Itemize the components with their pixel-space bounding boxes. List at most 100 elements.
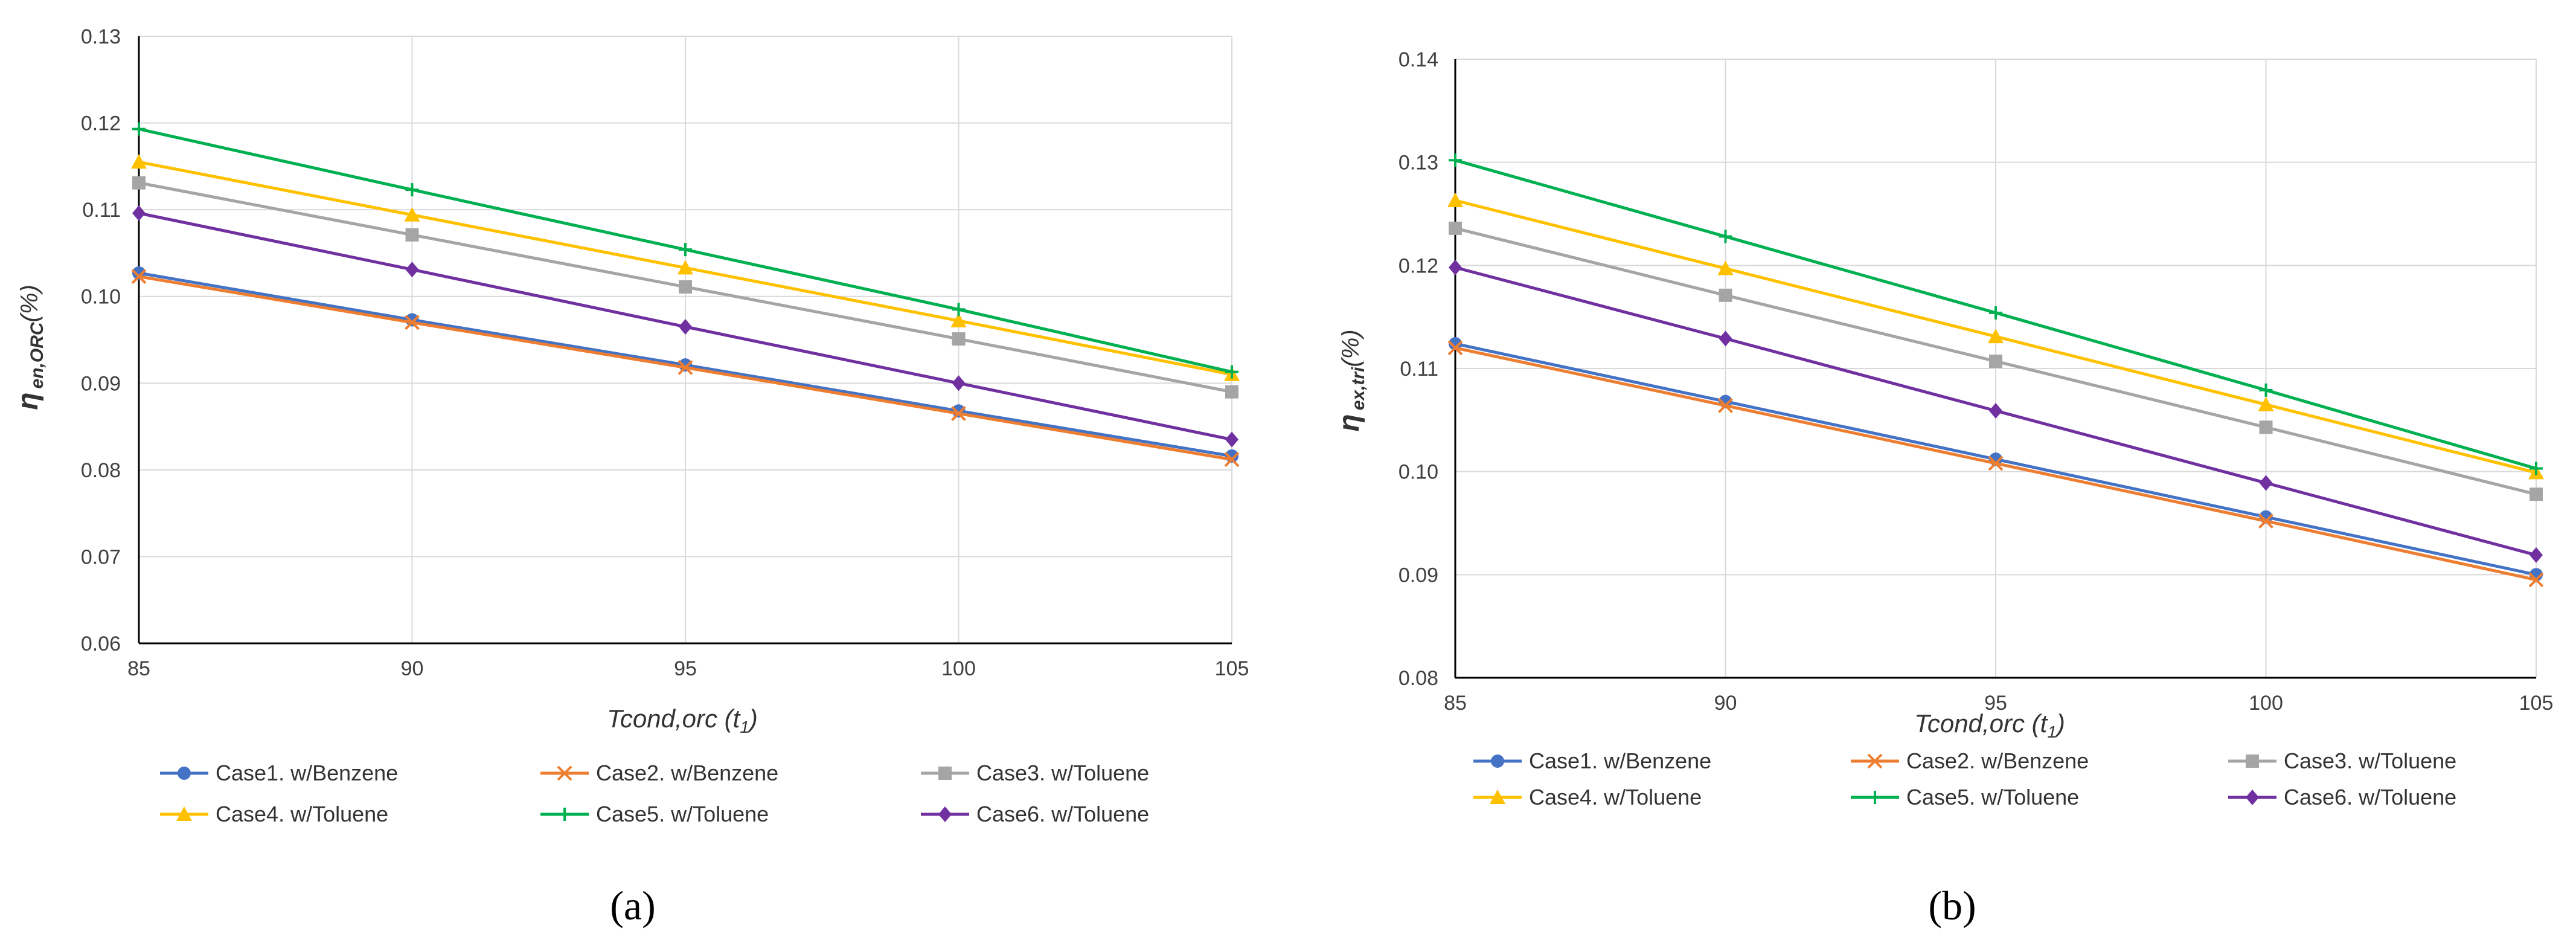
y-tick-label: 0.08	[81, 459, 121, 482]
chart-b-x-axis-label: Tcond,orc (t1)	[1914, 709, 2065, 741]
data-point-case5-w-toluene	[1989, 306, 2002, 320]
chart-a: 0.06 0.07 0.08 0.09 0.10 0.11 0.12 0.13 85 90 95 1…	[12, 25, 1249, 928]
x-tick-label: 95	[674, 657, 697, 680]
data-point-case2-w-benzene	[1988, 455, 2004, 471]
legend-marker	[2246, 754, 2259, 768]
data-point-case6-w-toluene	[132, 205, 146, 221]
legend-item-case3-w-toluene: Case3. w/Toluene	[2228, 748, 2456, 773]
legend-label: Case6. w/Toluene	[976, 802, 1149, 826]
data-point-case2-w-benzene	[2528, 572, 2544, 588]
data-point-case4-w-toluene	[2258, 396, 2274, 411]
data-point-case3-w-toluene	[405, 228, 419, 242]
x-tick-label: 85	[127, 657, 150, 680]
data-point-case5-w-toluene	[679, 243, 692, 257]
y-tick-label: 0.13	[1399, 152, 1438, 175]
data-point-case3-w-toluene	[1719, 288, 1732, 302]
y-tick-label: 0.09	[1399, 564, 1438, 587]
chart-b-y-ticks: 0.08 0.09 0.10 0.11 0.12 0.13 0.14	[1399, 48, 1438, 690]
legend-marker	[2246, 790, 2259, 805]
legend-label: Case5. w/Toluene	[596, 802, 769, 826]
y-tick-label: 0.11	[82, 199, 121, 222]
data-point-case2-w-benzene	[1447, 340, 1463, 356]
chart-b-series	[1447, 153, 2544, 588]
chart-b-x-ticks: 85 90 95 100 105	[1444, 692, 2553, 715]
legend-label: Case3. w/Toluene	[976, 761, 1149, 785]
data-point-case4-w-toluene	[678, 260, 693, 275]
legend-item-case2-w-benzene: Case2. w/Benzene	[1851, 748, 2089, 773]
series-case2-w-benzene	[1447, 340, 2544, 588]
chart-a-y-axis-label: ηen,ORC(%)	[12, 285, 47, 410]
series-case4-w-toluene	[1447, 192, 2544, 480]
chart-a-y-ticks: 0.06 0.07 0.08 0.09 0.10 0.11 0.12 0.13	[81, 25, 121, 655]
y-tick-label: 0.13	[81, 25, 121, 48]
y-tick-label: 0.09	[81, 372, 121, 395]
legend-label: Case4. w/Toluene	[1529, 785, 1702, 809]
data-point-case3-w-toluene	[1989, 355, 2002, 368]
y-tick-label: 0.07	[81, 545, 121, 568]
data-point-case5-w-toluene	[1449, 153, 1462, 167]
chart-b-legend: Case1. w/Benzene Case2. w/Benzene Case3. w…	[1473, 748, 2456, 809]
x-tick-label: 100	[2249, 692, 2283, 715]
legend-marker	[1867, 753, 1883, 769]
chart-b-y-axis-label: ηex,tri(%)	[1333, 329, 1368, 431]
data-point-case6-w-toluene	[1449, 259, 1462, 275]
data-point-case3-w-toluene	[679, 280, 692, 294]
data-point-case6-w-toluene	[2530, 547, 2543, 563]
legend-marker	[558, 808, 571, 821]
chart-a-axes	[138, 36, 1232, 645]
legend-item-case2-w-benzene: Case2. w/Benzene	[540, 761, 778, 785]
x-tick-label: 105	[1215, 657, 1249, 680]
series-case5-w-toluene	[132, 122, 1238, 379]
y-tick-label: 0.08	[1399, 667, 1438, 690]
data-point-case3-w-toluene	[952, 332, 966, 346]
data-point-case4-w-toluene	[404, 207, 420, 222]
data-point-case3-w-toluene	[1449, 221, 1462, 235]
x-tick-label: 95	[1984, 692, 2007, 715]
legend-label: Case2. w/Benzene	[596, 761, 778, 785]
data-point-case5-w-toluene	[2530, 462, 2543, 475]
chart-b-panel-label: (b)	[1928, 883, 1976, 928]
data-point-case2-w-benzene	[2258, 513, 2273, 529]
data-point-case2-w-benzene	[1224, 452, 1240, 468]
legend-label: Case3. w/Toluene	[2284, 748, 2456, 773]
x-tick-label: 85	[1444, 692, 1467, 715]
series-case2-w-benzene	[131, 269, 1240, 468]
legend-item-case5-w-toluene: Case5. w/Toluene	[540, 802, 769, 826]
y-tick-label: 0.12	[1399, 254, 1438, 277]
legend-item-case1-w-benzene: Case1. w/Benzene	[1473, 748, 1711, 773]
data-point-case5-w-toluene	[132, 122, 146, 136]
x-tick-label: 105	[2519, 692, 2554, 715]
series-case6-w-toluene	[132, 205, 1238, 448]
chart-a-legend: Case1. w/Benzene Case2. w/Benzene Case3. w…	[160, 761, 1149, 826]
series-case3-w-toluene	[132, 176, 1238, 399]
data-point-case3-w-toluene	[1225, 385, 1238, 399]
data-point-case2-w-benzene	[678, 360, 693, 375]
data-point-case6-w-toluene	[1989, 402, 2002, 419]
legend-label: Case6. w/Toluene	[2284, 785, 2456, 809]
legend-marker	[176, 806, 192, 821]
legend-marker	[938, 767, 952, 780]
data-point-case3-w-toluene	[2530, 487, 2543, 501]
series-case5-w-toluene	[1449, 153, 2543, 475]
y-tick-label: 0.14	[1399, 48, 1438, 71]
data-point-case6-w-toluene	[952, 375, 966, 391]
y-tick-label: 0.11	[1400, 358, 1438, 381]
chart-a-panel-label: (a)	[610, 883, 655, 928]
legend-label: Case5. w/Toluene	[1906, 785, 2079, 809]
data-point-case2-w-benzene	[1718, 398, 1733, 413]
chart-a-x-ticks: 85 90 95 100 105	[127, 657, 1249, 680]
data-point-case5-w-toluene	[405, 183, 419, 197]
data-point-case5-w-toluene	[952, 303, 966, 317]
legend-marker	[1490, 790, 1505, 804]
legend-label: Case4. w/Toluene	[216, 802, 388, 826]
legend-marker	[1868, 791, 1882, 804]
legend-item-case4-w-toluene: Case4. w/Toluene	[1473, 785, 1702, 809]
x-tick-label: 100	[941, 657, 976, 680]
legend-label: Case1. w/Benzene	[1529, 748, 1711, 773]
data-point-case6-w-toluene	[1225, 431, 1238, 448]
series-case3-w-toluene	[1449, 221, 2543, 501]
legend-item-case1-w-benzene: Case1. w/Benzene	[160, 761, 398, 785]
data-point-case3-w-toluene	[2259, 420, 2273, 434]
legend-label: Case1. w/Benzene	[216, 761, 398, 785]
